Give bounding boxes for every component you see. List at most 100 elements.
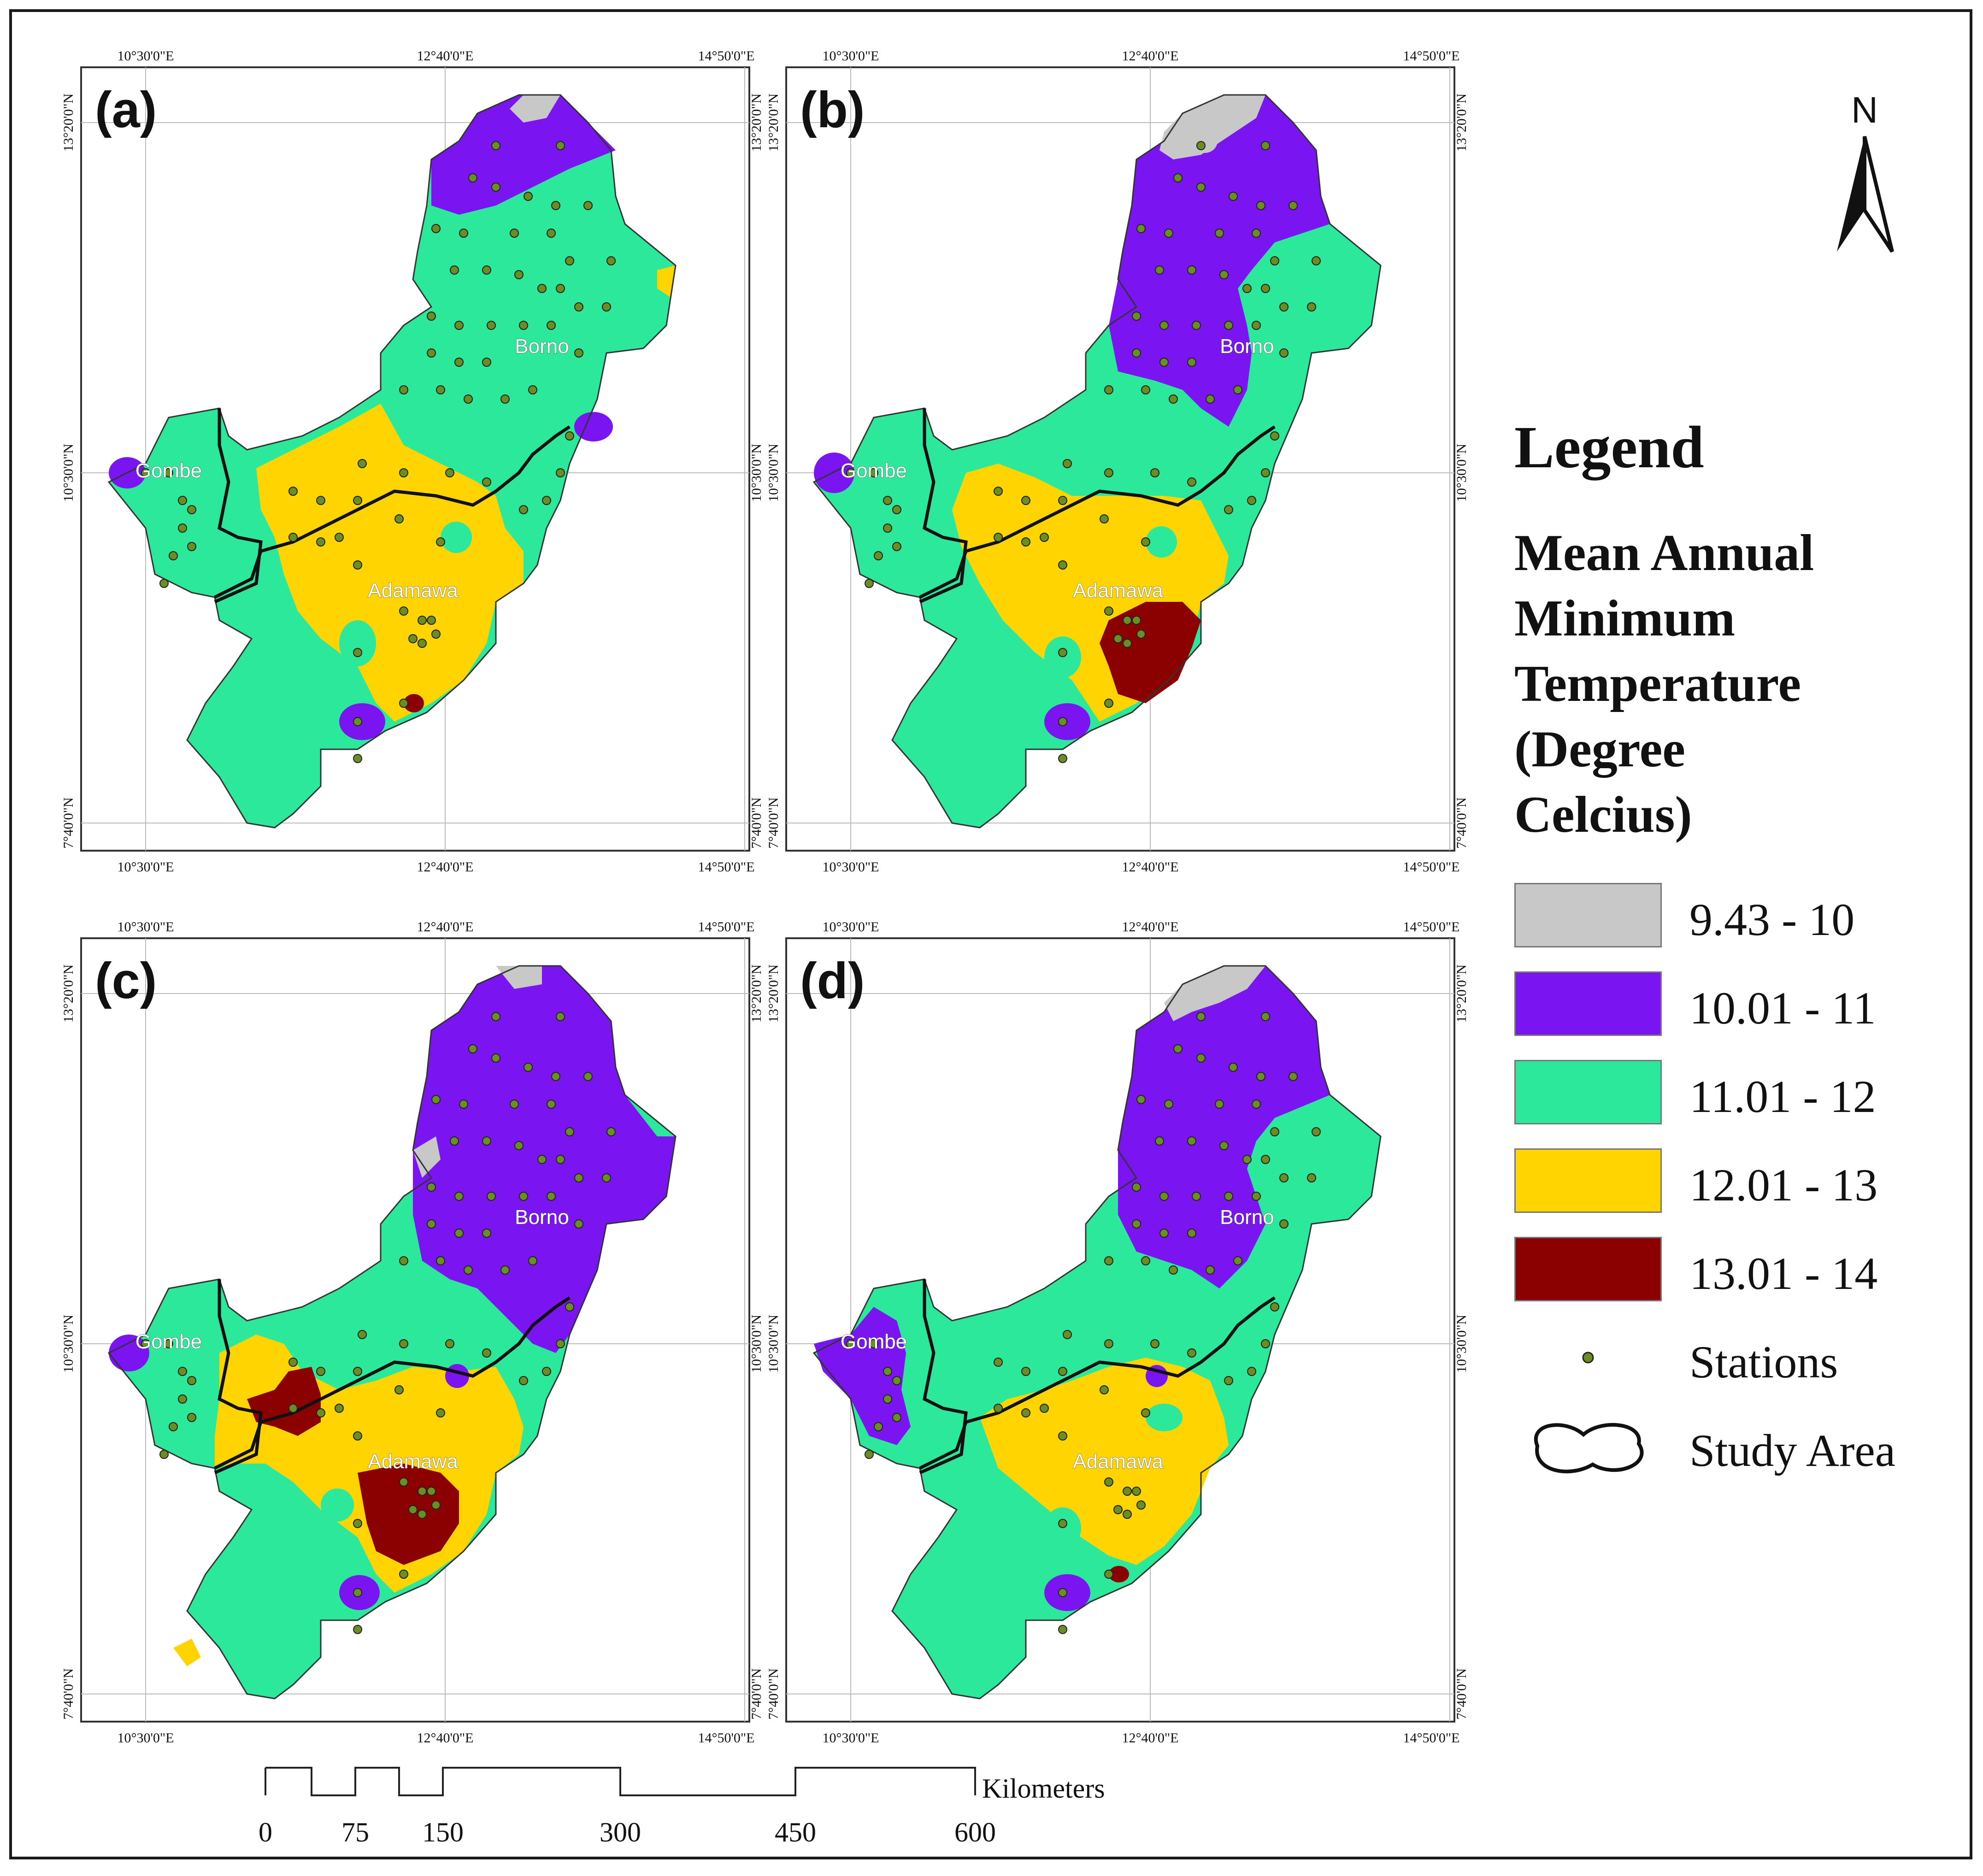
map-panel-c: Borno Gombe Adamawa (c) 10°30'0"E 10°30'0"E 12… xyxy=(61,911,768,1749)
station-marker xyxy=(427,1219,436,1229)
station-marker xyxy=(869,468,878,477)
lon-tick-bottom: 12°40'0"E xyxy=(1122,859,1179,875)
station-marker xyxy=(1132,616,1141,625)
station-marker xyxy=(583,1072,593,1081)
station-marker xyxy=(431,224,441,233)
station-marker xyxy=(1104,1339,1113,1348)
station-marker xyxy=(1021,1408,1030,1417)
scale-bar: Kilometers 0 75 150 300 450 600 xyxy=(242,1754,1210,1874)
lon-tick-bottom: 10°30'0"E xyxy=(118,1730,174,1746)
station-marker xyxy=(1058,1367,1067,1376)
lon-tick-bottom: 12°40'0"E xyxy=(417,859,474,875)
station-marker xyxy=(399,606,408,616)
station-marker xyxy=(316,496,325,505)
station-marker xyxy=(1215,229,1224,238)
station-marker xyxy=(994,1404,1003,1413)
north-label: N xyxy=(1851,95,1878,130)
station-marker xyxy=(542,1367,551,1376)
legend-swatch xyxy=(1514,1237,1662,1301)
figure-frame: Borno Gombe Adamawa (a) 10°30'0"E 10°30'0"E 12… xyxy=(9,9,1972,1859)
state-boundary xyxy=(214,1279,263,1475)
lon-tick-top: 12°40'0"E xyxy=(1122,919,1179,935)
lon-tick-bottom: 12°40'0"E xyxy=(1122,1730,1179,1746)
station-marker xyxy=(427,348,436,358)
legend-stations: Stations xyxy=(1514,1325,1975,1394)
temperature-zone xyxy=(1109,95,1330,427)
lat-tick-left: 10°30'0"N xyxy=(61,1315,76,1373)
lat-tick-left: 13°20'0"N xyxy=(61,94,76,152)
station-marker xyxy=(556,1012,565,1021)
lon-tick-bottom: 10°30'0"E xyxy=(118,859,174,875)
station-marker xyxy=(1247,1367,1256,1376)
station-marker xyxy=(353,754,362,763)
temperature-zone xyxy=(1109,1566,1129,1582)
station-marker xyxy=(874,1422,883,1431)
station-marker xyxy=(1187,265,1196,275)
station-marker xyxy=(1058,560,1067,570)
place-label-gombe: Gombe xyxy=(135,459,202,482)
station-marker xyxy=(1206,394,1215,404)
lat-tick-left: 13°20'0"N xyxy=(766,964,781,1023)
study-area-outline xyxy=(812,94,1382,829)
station-marker xyxy=(399,385,408,394)
station-marker xyxy=(1242,1155,1252,1164)
station-marker xyxy=(565,256,574,265)
state-boundary xyxy=(919,408,968,604)
station-marker xyxy=(358,1330,367,1339)
station-marker xyxy=(408,1505,418,1514)
lat-tick-right: 7°40'0"N xyxy=(749,797,764,848)
station-marker xyxy=(436,385,445,394)
temperature-zone xyxy=(1118,966,1330,1288)
station-marker xyxy=(178,523,187,533)
north-arrow: N xyxy=(1818,89,1911,256)
station-marker xyxy=(1150,468,1159,477)
map-svg: Borno Gombe Adamawa (a) 10°30'0"E 10°30'0"E 12… xyxy=(61,48,764,875)
station-marker xyxy=(1261,141,1270,150)
station-marker xyxy=(418,639,427,648)
station-marker xyxy=(1279,1219,1289,1229)
legend-heading: Legend xyxy=(1514,414,1704,481)
legend-title-line-5: Celcius) xyxy=(1514,786,1692,843)
lat-tick-right: 7°40'0"N xyxy=(749,1668,764,1719)
temperature-zone xyxy=(321,1488,354,1522)
lon-tick-bottom: 14°50'0"E xyxy=(698,859,755,875)
legend-stations-label: Stations xyxy=(1689,1336,1838,1388)
station-marker xyxy=(418,616,427,625)
station-marker xyxy=(427,1487,436,1496)
station-marker xyxy=(528,1256,537,1265)
station-marker xyxy=(1155,265,1164,275)
station-marker xyxy=(1136,224,1146,233)
station-marker xyxy=(1247,496,1256,505)
station-marker xyxy=(547,321,556,330)
station-marker xyxy=(454,358,464,367)
lon-tick-bottom: 10°30'0"E xyxy=(823,859,879,875)
station-marker xyxy=(141,1339,150,1348)
place-label-borno: Borno xyxy=(515,335,569,358)
station-marker xyxy=(1206,1265,1215,1275)
lon-tick-top: 10°30'0"E xyxy=(823,48,879,64)
station-marker xyxy=(556,468,565,477)
temperature-zone xyxy=(1146,1404,1183,1431)
station-marker xyxy=(1224,321,1233,330)
station-marker xyxy=(487,321,496,330)
temperature-zone xyxy=(404,694,424,712)
station-marker xyxy=(1132,1487,1141,1496)
station-marker xyxy=(459,229,468,238)
station-marker xyxy=(178,496,187,505)
station-marker xyxy=(454,321,464,330)
station-marker xyxy=(519,1376,528,1385)
panel-label: (b) xyxy=(800,82,865,138)
study-area-outline xyxy=(107,94,677,829)
station-marker xyxy=(353,1519,362,1528)
lat-tick-right: 13°20'0"N xyxy=(1454,964,1469,1023)
lon-tick-bottom: 14°50'0"E xyxy=(1403,1730,1460,1746)
station-marker xyxy=(1123,639,1132,648)
temperature-zone xyxy=(247,1367,321,1436)
legend-class-label: 10.01 - 11 xyxy=(1689,982,1876,1034)
north-arrow-left-icon xyxy=(1837,136,1865,252)
station-marker xyxy=(316,1367,325,1376)
station-marker xyxy=(1058,648,1067,657)
temperature-zone xyxy=(510,95,560,123)
place-label-borno: Borno xyxy=(1220,1206,1274,1229)
station-marker xyxy=(1132,1219,1141,1229)
